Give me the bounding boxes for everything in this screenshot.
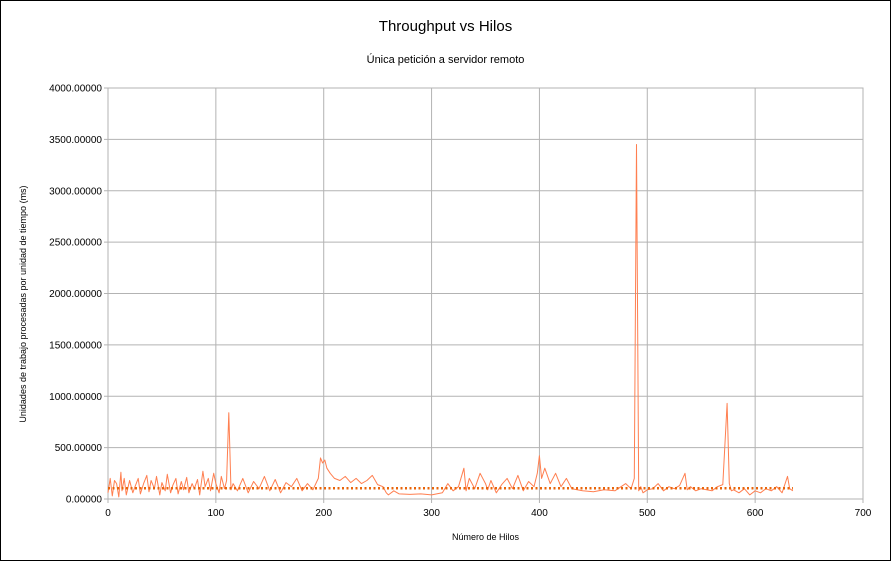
plot-border <box>107 87 864 500</box>
y-tick-label: 2000.00000 <box>49 289 102 300</box>
chart-subtitle: Única petición a servidor remoto <box>366 54 525 66</box>
x-tick-label: 0 <box>105 508 111 519</box>
y-tick-label: 1000.00000 <box>49 392 102 403</box>
y-tick-label: 1500.00000 <box>49 340 102 351</box>
x-tick-label: 500 <box>639 508 656 519</box>
y-tick-label: 3000.00000 <box>49 186 102 197</box>
y-tick-label: 2500.00000 <box>49 238 102 249</box>
y-tick-label: 3500.00000 <box>49 135 102 146</box>
x-axis-label: Número de Hilos <box>451 532 520 542</box>
x-tick-label: 400 <box>531 508 548 519</box>
y-tick-label: 4000.00000 <box>49 84 102 95</box>
x-tick-label: 600 <box>747 508 764 519</box>
x-tick-label: 300 <box>423 508 440 519</box>
x-tick-label: 700 <box>855 508 872 519</box>
chart-title: Throughput vs Hilos <box>378 18 513 35</box>
x-tick-label: 100 <box>208 508 225 519</box>
x-tick-label: 200 <box>315 508 332 519</box>
y-tick-label: 500.00000 <box>55 443 103 454</box>
y-tick-label: 0.00000 <box>66 495 103 506</box>
